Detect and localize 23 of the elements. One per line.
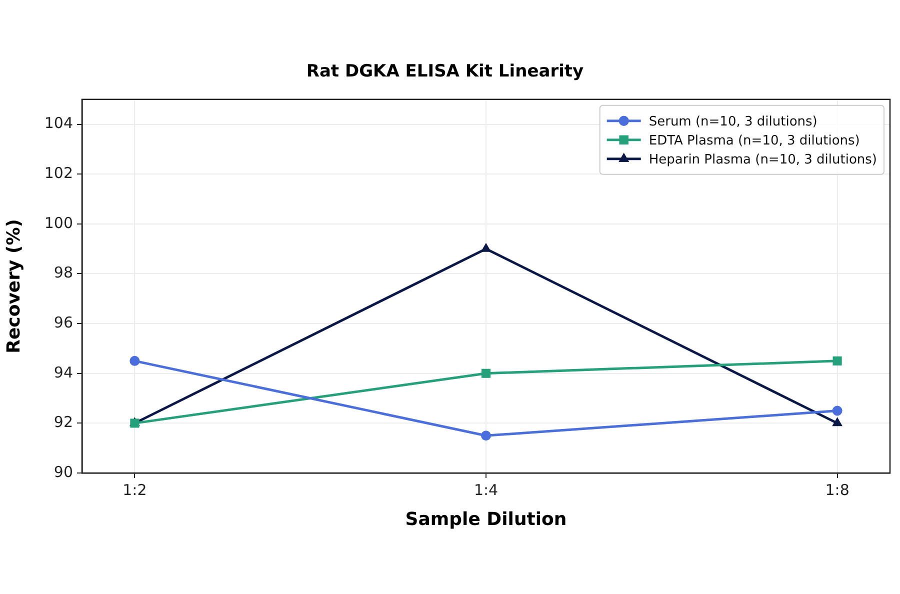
y-tick-label: 102 bbox=[44, 164, 73, 182]
y-axis-title: Recovery (%) bbox=[3, 218, 24, 354]
y-tick-label: 100 bbox=[44, 214, 73, 232]
point bbox=[832, 406, 842, 416]
y-tick-label: 98 bbox=[54, 264, 73, 282]
y-tick-label: 90 bbox=[54, 462, 73, 481]
y-tick-label: 104 bbox=[44, 114, 73, 132]
legend-label: EDTA Plasma (n=10, 3 dilutions) bbox=[648, 133, 860, 148]
point bbox=[480, 242, 492, 252]
y-tick-label: 96 bbox=[54, 313, 73, 332]
x-axis-title: Sample Dilution bbox=[405, 508, 567, 530]
legend-label: Serum (n=10, 3 dilutions) bbox=[648, 114, 818, 130]
legend-label: Heparin Plasma (n=10, 3 dilutions) bbox=[648, 152, 878, 168]
point bbox=[832, 356, 842, 366]
y-tick-label: 92 bbox=[54, 413, 73, 432]
chart-title: Rat DGKA ELISA Kit Linearity bbox=[306, 62, 584, 82]
point bbox=[481, 430, 491, 441]
x-tick-label: 1:4 bbox=[474, 480, 498, 499]
point bbox=[130, 356, 140, 366]
x-tick-label: 1:2 bbox=[122, 480, 147, 499]
point bbox=[481, 368, 491, 378]
y-tick-label: 94 bbox=[54, 363, 73, 382]
x-tick-label: 1:8 bbox=[825, 480, 850, 499]
